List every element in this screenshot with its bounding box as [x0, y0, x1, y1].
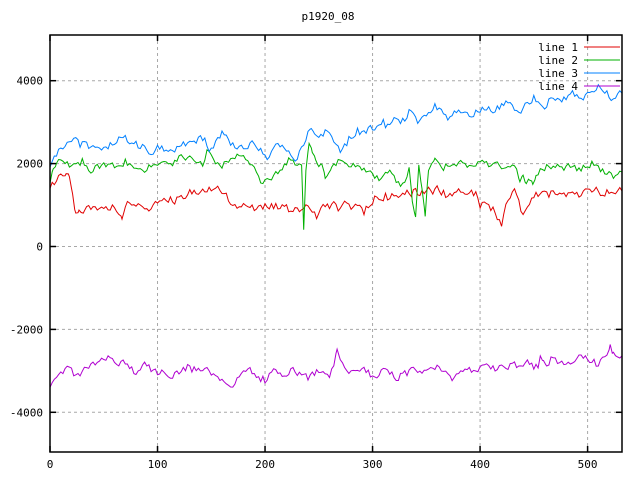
data-series — [50, 83, 622, 388]
x-axis-tick-label-500: 500 — [578, 458, 598, 471]
y-axis-tick-label--2000: -2000 — [10, 323, 43, 336]
legend-label: line 3 — [538, 67, 578, 80]
chart-title: p1920_08 — [302, 10, 355, 23]
x-axis-tick-label-300: 300 — [363, 458, 383, 471]
series-line-3 — [50, 83, 622, 168]
y-axis-tick-label-0: 0 — [36, 241, 43, 254]
x-axis-tick-label-400: 400 — [470, 458, 490, 471]
legend-item-line-3: line 3 — [538, 67, 620, 80]
legend-item-line-1: line 1 — [538, 41, 620, 54]
axes — [49, 34, 623, 453]
plot-border — [49, 34, 623, 453]
legend-label: line 2 — [538, 54, 578, 67]
grid-lines — [50, 35, 622, 452]
x-axis-tick-label-100: 100 — [148, 458, 168, 471]
y-axis-tick-label-2000: 2000 — [17, 158, 44, 171]
y-axis-tick-label-4000: 4000 — [17, 75, 44, 88]
series-line-2 — [50, 141, 622, 230]
y-axis-tick-label--4000: -4000 — [10, 406, 43, 419]
legend-item-line-4: line 4 — [538, 80, 620, 93]
x-axis-tick-label-200: 200 — [255, 458, 275, 471]
x-axis-tick-label-0: 0 — [47, 458, 54, 471]
legend-item-line-2: line 2 — [538, 54, 620, 67]
legend-label: line 1 — [538, 41, 578, 54]
series-line-1 — [50, 173, 622, 227]
series-line-4 — [50, 344, 622, 388]
tick-labels: -4000 -2000 0 2000 4000 0 100 200 300 400 500 — [10, 75, 598, 471]
legend-label: line 4 — [538, 80, 578, 93]
